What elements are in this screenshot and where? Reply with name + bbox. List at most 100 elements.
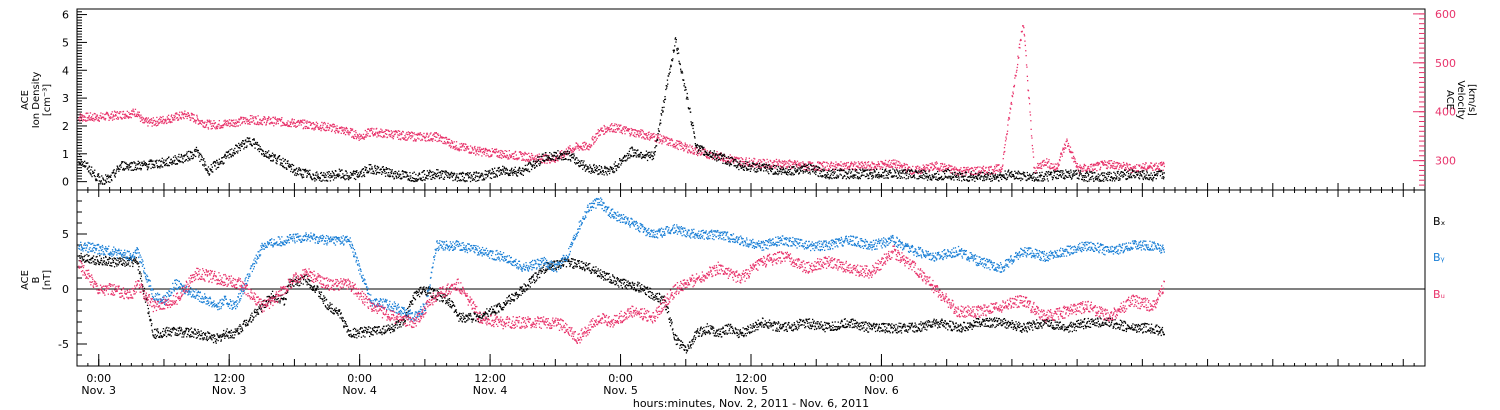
velocity-series-point [299, 122, 301, 124]
velocity-series-point [127, 116, 129, 118]
velocity-series-point [542, 158, 544, 160]
density-series-point [752, 163, 755, 165]
density-series-point [475, 171, 477, 173]
velocity-series-point [883, 164, 886, 166]
velocity-series-point [170, 121, 172, 123]
velocity-series-point [799, 166, 801, 168]
velocity-series-point [1124, 168, 1126, 170]
velocity-series-point [541, 158, 543, 160]
density-series-point [618, 163, 620, 165]
velocity-series-point [1022, 25, 1025, 27]
density-series-point [330, 173, 332, 175]
velocity-series-point [156, 120, 158, 122]
velocity-series-point [289, 123, 292, 125]
velocity-series-point [320, 128, 323, 130]
velocity-series-point [774, 160, 776, 163]
density-series-point [841, 169, 843, 171]
velocity-series-point [1112, 167, 1114, 169]
velocity-series-point [115, 114, 117, 116]
velocity-series-point [860, 167, 862, 169]
density-series-point [363, 174, 365, 176]
density-series-point [810, 169, 813, 171]
velocity-series-point [1047, 166, 1049, 168]
velocity-series-point [355, 138, 358, 140]
density-series-point [545, 158, 547, 161]
density-series-point [609, 170, 611, 172]
density-series-point [594, 167, 596, 169]
density-series-point [732, 157, 734, 159]
density-series-point [850, 171, 853, 173]
velocity-series-point [440, 137, 442, 139]
velocity-series-point [422, 135, 425, 138]
density-series-point [490, 172, 492, 175]
density-series-point [179, 161, 181, 163]
density-series-point [766, 169, 768, 171]
density-series-point [387, 174, 389, 176]
density-series-point [702, 153, 705, 156]
velocity-series-point [731, 156, 733, 158]
velocity-series-point [168, 118, 170, 121]
velocity-series-point [970, 167, 972, 170]
density-series-point [876, 176, 879, 179]
velocity-series-point [1149, 167, 1151, 169]
density-series-point [125, 168, 127, 170]
velocity-series-point [172, 119, 175, 121]
velocity-series-point [231, 120, 233, 122]
density-series-point [512, 174, 514, 176]
velocity-series-point [1138, 165, 1141, 167]
velocity-series-point [938, 168, 940, 170]
density-series-point [486, 170, 488, 173]
velocity-series-point [113, 118, 115, 120]
density-series-point [244, 146, 246, 148]
density-series-point [851, 176, 853, 178]
velocity-series-point [89, 118, 91, 120]
density-series-point [161, 166, 163, 168]
density-series-point [335, 170, 337, 172]
velocity-series-point [239, 118, 241, 120]
velocity-series-point [636, 131, 639, 133]
velocity-series-point [986, 171, 988, 173]
velocity-series-point [820, 162, 822, 165]
density-series-point [589, 166, 592, 168]
velocity-series-point [1024, 44, 1026, 47]
density-series-point [386, 172, 388, 174]
density-series-point [398, 175, 401, 177]
density-series-point [372, 172, 374, 175]
velocity-series-point [486, 150, 488, 152]
velocity-series-point [431, 140, 434, 142]
density-series-point [654, 147, 656, 149]
velocity-series-point [546, 162, 548, 164]
velocity-series-point [135, 115, 137, 117]
density-series-point [804, 165, 806, 168]
velocity-series-point [163, 122, 165, 124]
velocity-series-point [255, 116, 257, 118]
velocity-series-point [898, 160, 900, 163]
velocity-series-point [877, 165, 879, 168]
velocity-series-point [199, 122, 201, 124]
velocity-series-point [252, 117, 254, 119]
density-series-point [229, 153, 231, 155]
density-series-point [564, 153, 566, 155]
density-series-point [840, 174, 842, 176]
velocity-series-point [183, 117, 185, 120]
density-series-point [472, 178, 474, 180]
velocity-series-point [562, 152, 564, 154]
velocity-series-point [674, 145, 677, 148]
velocity-series-point [347, 133, 349, 135]
velocity-series-point [466, 146, 468, 148]
velocity-series-point [1110, 164, 1112, 167]
velocity-series-point [1064, 144, 1066, 146]
density-series-point [376, 172, 378, 174]
velocity-series-point [416, 134, 418, 136]
density-series-point [599, 168, 601, 171]
velocity-series-point [918, 169, 920, 171]
velocity-series-point [347, 129, 349, 132]
velocity-series-point [1046, 158, 1048, 160]
velocity-series-point [936, 168, 938, 170]
density-series-point [579, 160, 581, 162]
density-series-point [650, 155, 653, 157]
velocity-series-point [1151, 167, 1153, 169]
velocity-series-point [293, 119, 295, 121]
velocity-series-point [325, 126, 327, 129]
velocity-series-point [523, 154, 525, 156]
